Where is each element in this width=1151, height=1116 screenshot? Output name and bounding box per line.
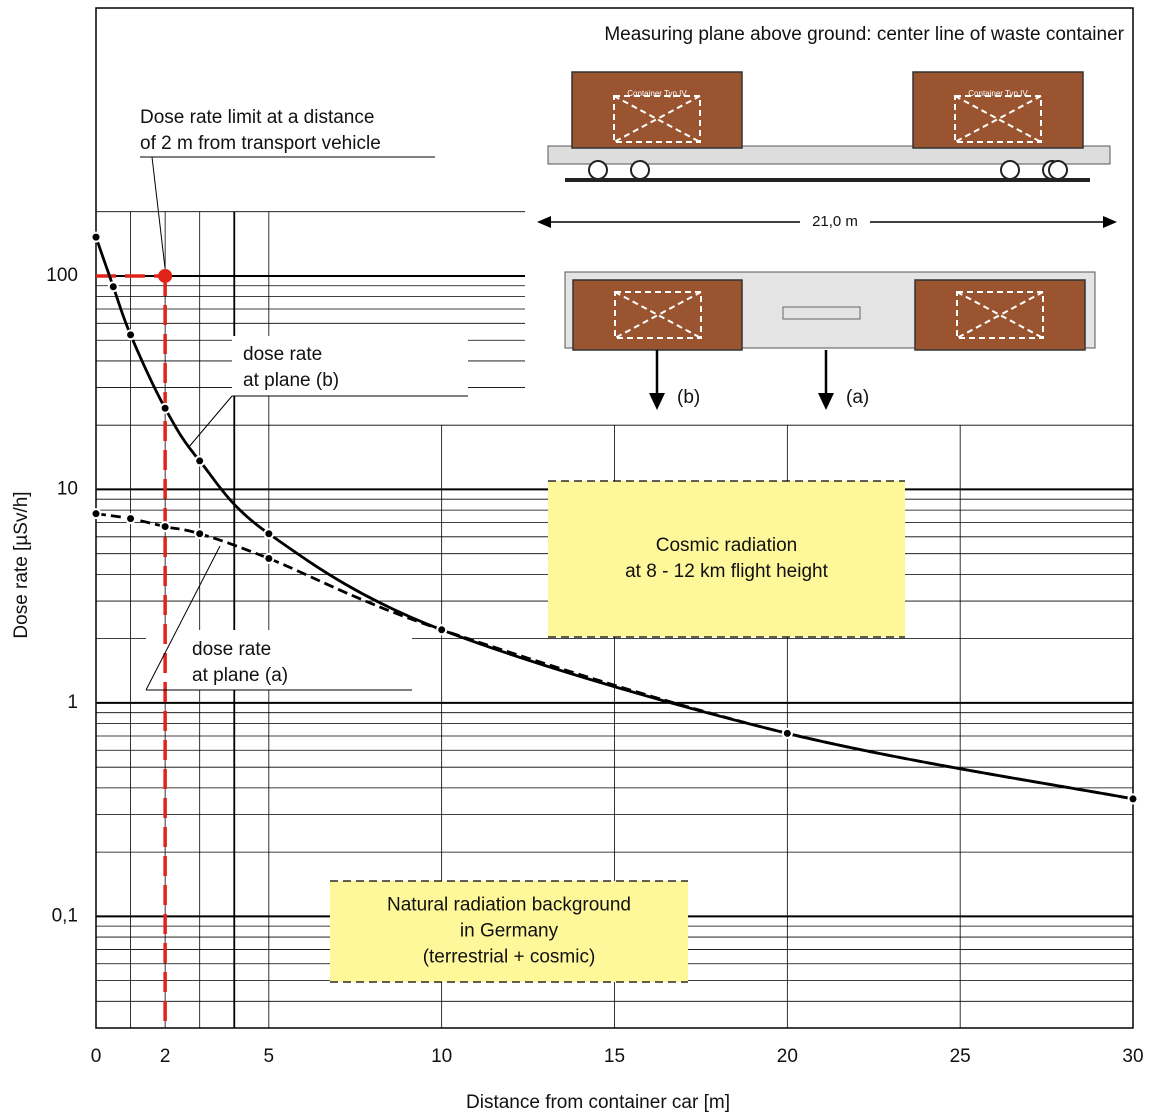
wheel <box>1001 161 1019 179</box>
x-tick-label: 2 <box>160 1046 171 1067</box>
y-axis-title: Dose rate [µSv/h] <box>11 491 32 638</box>
annotation: dose rate <box>243 344 322 365</box>
container <box>573 280 742 350</box>
plane-label: (b) <box>677 387 700 408</box>
illustration-caption: Measuring plane above ground: center lin… <box>604 24 1124 45</box>
data-point <box>109 282 118 291</box>
y-tick-label: 0,1 <box>52 905 78 926</box>
data-point <box>161 404 170 413</box>
data-point <box>161 522 170 531</box>
region-label: Cosmic radiation <box>656 535 798 556</box>
data-point <box>126 514 135 523</box>
annotation: at plane (b) <box>243 370 339 391</box>
region-box <box>548 481 905 637</box>
length-label: 21,0 m <box>812 213 858 230</box>
x-axis-title: Distance from container car [m] <box>466 1092 730 1113</box>
wheel <box>1049 161 1067 179</box>
data-point <box>92 233 101 242</box>
container <box>572 72 742 148</box>
limit-point <box>158 269 172 283</box>
data-point <box>195 456 204 465</box>
x-tick-label: 10 <box>431 1046 452 1067</box>
region-label: (terrestrial + cosmic) <box>423 947 596 968</box>
plane-label: (a) <box>846 387 869 408</box>
region-label: in Germany <box>460 921 559 942</box>
x-tick-label: 5 <box>264 1046 275 1067</box>
data-point <box>783 729 792 738</box>
y-tick-label: 1 <box>67 692 78 713</box>
data-point <box>264 529 273 538</box>
container-label: Container Typ IV <box>627 89 687 98</box>
container <box>915 280 1085 350</box>
x-tick-label: 25 <box>950 1046 971 1067</box>
x-tick-label: 15 <box>604 1046 625 1067</box>
annotation: at plane (a) <box>192 665 288 686</box>
container-label: Container Typ IV <box>968 89 1028 98</box>
x-tick-label: 20 <box>777 1046 798 1067</box>
wheel <box>631 161 649 179</box>
annotation: dose rate <box>192 639 271 660</box>
data-point <box>126 330 135 339</box>
x-tick-label: 30 <box>1122 1046 1143 1067</box>
region-label: Natural radiation background <box>387 895 631 916</box>
data-point <box>1129 794 1138 803</box>
wheel <box>589 161 607 179</box>
data-point <box>92 509 101 518</box>
data-point <box>437 625 446 634</box>
y-tick-label: 100 <box>46 265 78 286</box>
data-point <box>195 529 204 538</box>
chart: 0,11101000251015202530Distance from cont… <box>0 0 1151 1116</box>
annotation: Dose rate limit at a distance <box>140 107 374 128</box>
x-tick-label: 0 <box>91 1046 102 1067</box>
data-point <box>264 554 273 563</box>
y-tick-label: 10 <box>57 478 78 499</box>
region-label: at 8 - 12 km flight height <box>625 561 828 582</box>
container <box>913 72 1083 148</box>
annotation: of 2 m from transport vehicle <box>140 133 381 154</box>
